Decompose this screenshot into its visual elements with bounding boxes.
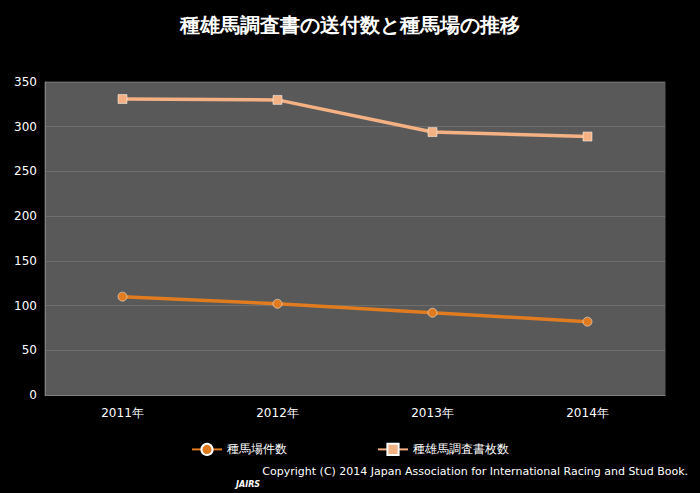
svg-text:種雄馬調査書の送付数と種馬場の推移: 種雄馬調査書の送付数と種馬場の推移 (179, 13, 520, 37)
svg-text:100: 100 (14, 299, 37, 313)
svg-text:50: 50 (22, 343, 37, 357)
svg-text:0: 0 (29, 388, 37, 402)
svg-text:種雄馬調査書枚数: 種雄馬調査書枚数 (413, 442, 509, 456)
svg-text:350: 350 (14, 75, 37, 89)
svg-text:2013年: 2013年 (411, 406, 454, 420)
svg-text:2011年: 2011年 (101, 406, 144, 420)
svg-text:Copyright (C) 2014 Japan Assoc: Copyright (C) 2014 Japan Association for… (262, 465, 688, 478)
svg-text:2012年: 2012年 (256, 406, 299, 420)
svg-text:200: 200 (14, 209, 37, 223)
svg-text:JAIRS: JAIRS (234, 480, 260, 489)
svg-text:150: 150 (14, 254, 37, 268)
svg-text:種馬場件数: 種馬場件数 (227, 442, 287, 456)
svg-text:300: 300 (14, 120, 37, 134)
svg-text:250: 250 (14, 164, 37, 178)
svg-text:2014年: 2014年 (566, 406, 609, 420)
